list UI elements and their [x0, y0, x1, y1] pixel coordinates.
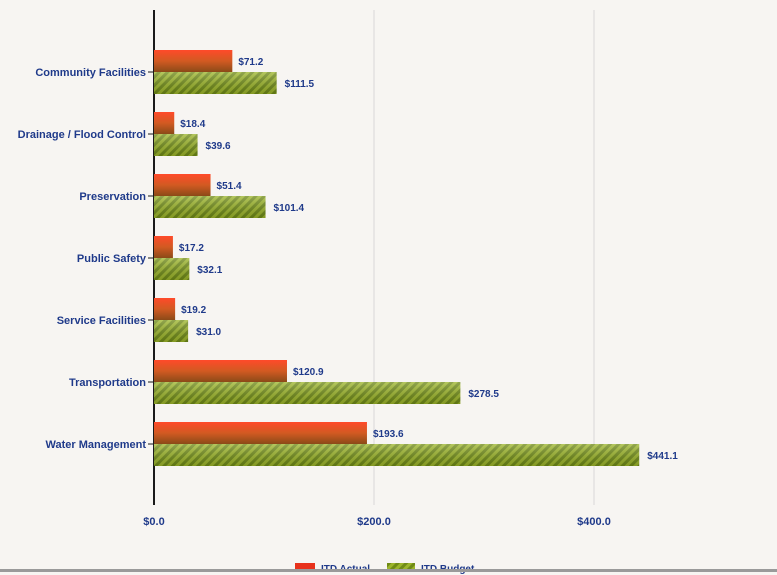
bar-itd-budget-shading	[154, 444, 640, 466]
x-tick-label: $0.0	[143, 516, 164, 528]
x-tick-label: $200.0	[357, 516, 391, 528]
bar-itd-actual	[154, 236, 173, 258]
value-label-itd-actual: $193.6	[373, 429, 404, 440]
value-label-itd-actual: $51.4	[217, 181, 242, 192]
value-label-itd-actual: $18.4	[180, 119, 205, 130]
bar-itd-budget-shading	[154, 134, 198, 156]
bar-itd-budget-shading	[154, 320, 189, 342]
value-label-itd-budget: $101.4	[274, 203, 305, 214]
legend-swatch-itd-budget	[387, 563, 415, 572]
value-label-itd-budget: $278.5	[468, 389, 499, 400]
value-label-itd-budget: $32.1	[197, 265, 222, 276]
category-label: Community Facilities	[35, 67, 146, 79]
bar-itd-actual	[154, 298, 176, 320]
bar-itd-budget-shading	[154, 382, 461, 404]
bar-itd-actual	[154, 422, 367, 444]
category-label: Drainage / Flood Control	[18, 129, 146, 141]
value-label-itd-actual: $19.2	[181, 305, 206, 316]
category-label: Water Management	[46, 439, 147, 451]
value-label-itd-budget: $31.0	[196, 327, 221, 338]
category-label: Preservation	[79, 191, 146, 203]
value-label-itd-actual: $71.2	[238, 57, 263, 68]
bar-itd-budget-shading	[154, 196, 266, 218]
x-tick-label: $400.0	[577, 516, 611, 528]
bar-itd-actual	[154, 360, 287, 382]
value-label-itd-actual: $17.2	[179, 243, 204, 254]
bar-itd-actual	[154, 174, 211, 196]
legend-swatch-itd-actual	[295, 563, 315, 572]
bar-itd-budget-shading	[154, 258, 190, 280]
bar-itd-actual	[154, 50, 233, 72]
bottom-divider	[0, 569, 777, 572]
category-label: Service Facilities	[57, 315, 146, 327]
value-label-itd-budget: $39.6	[206, 141, 231, 152]
category-label: Transportation	[69, 377, 146, 389]
bar-itd-budget-shading	[154, 72, 277, 94]
value-label-itd-actual: $120.9	[293, 367, 324, 378]
category-label: Public Safety	[77, 253, 147, 265]
value-label-itd-budget: $441.1	[647, 451, 678, 462]
bar-itd-actual	[154, 112, 175, 134]
value-label-itd-budget: $111.5	[285, 79, 315, 90]
